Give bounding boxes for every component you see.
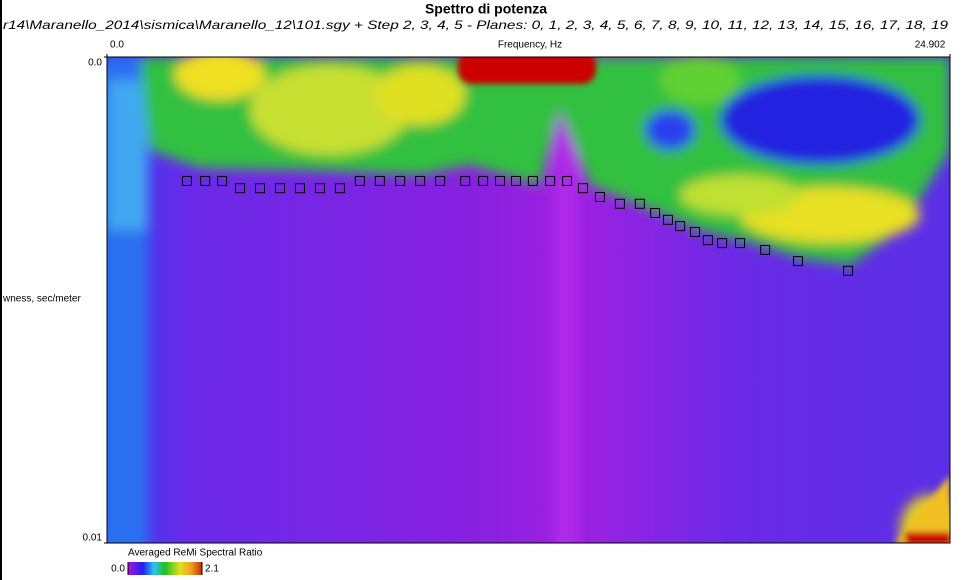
pick-point [294,183,305,194]
pick-point [374,175,385,186]
pick-point [395,175,406,186]
chart-subtitle: r14\Maranello_2014\sismica\Maranello_12\… [3,18,948,32]
x-tick-label: 0.0 [110,40,124,51]
y-tick-label: 0.01 [83,533,103,544]
pick-point [274,183,285,194]
pick-point [235,183,246,194]
pick-point [562,175,573,186]
pick-point [735,238,746,249]
plot-frame [106,56,951,544]
pick-point [792,256,803,267]
pick-point [334,183,345,194]
pick-point [545,175,556,186]
pick-point [181,175,192,186]
pick-point [577,183,588,194]
pick-point [217,175,228,186]
chart-title: Spettro di potenza [425,1,547,17]
pick-point [460,175,471,186]
heatmap [107,57,950,543]
y-axis-label: wness, sec/meter [2,294,81,305]
pick-point [650,208,661,219]
pick-point [614,198,625,209]
pick-point [675,221,686,232]
colorbar-tick-label: 0.0 [111,564,125,575]
pick-point [690,226,701,237]
pick-point [255,183,266,194]
x-tick-label: 24.902 [915,40,946,51]
pick-point [478,175,489,186]
pick-point [435,175,446,186]
pick-point [510,175,521,186]
colorbar-tick-label: 2.1 [205,564,219,575]
pick-point [634,198,645,209]
pick-point [760,244,771,255]
pick-point [662,214,673,225]
pick-point [354,175,365,186]
colorbar [128,562,202,575]
pick-point [495,175,506,186]
pick-point [843,265,854,276]
pick-point [200,175,211,186]
colorbar-title: Averaged ReMi Spectral Ratio [128,548,263,559]
pick-point [415,175,426,186]
pick-point [314,183,325,194]
pick-point [717,238,728,249]
pick-point [527,175,538,186]
x-axis-label: Frequency, Hz [498,40,562,51]
y-tick-label: 0.0 [88,58,102,69]
pick-point [702,235,713,246]
pick-point [594,191,605,202]
